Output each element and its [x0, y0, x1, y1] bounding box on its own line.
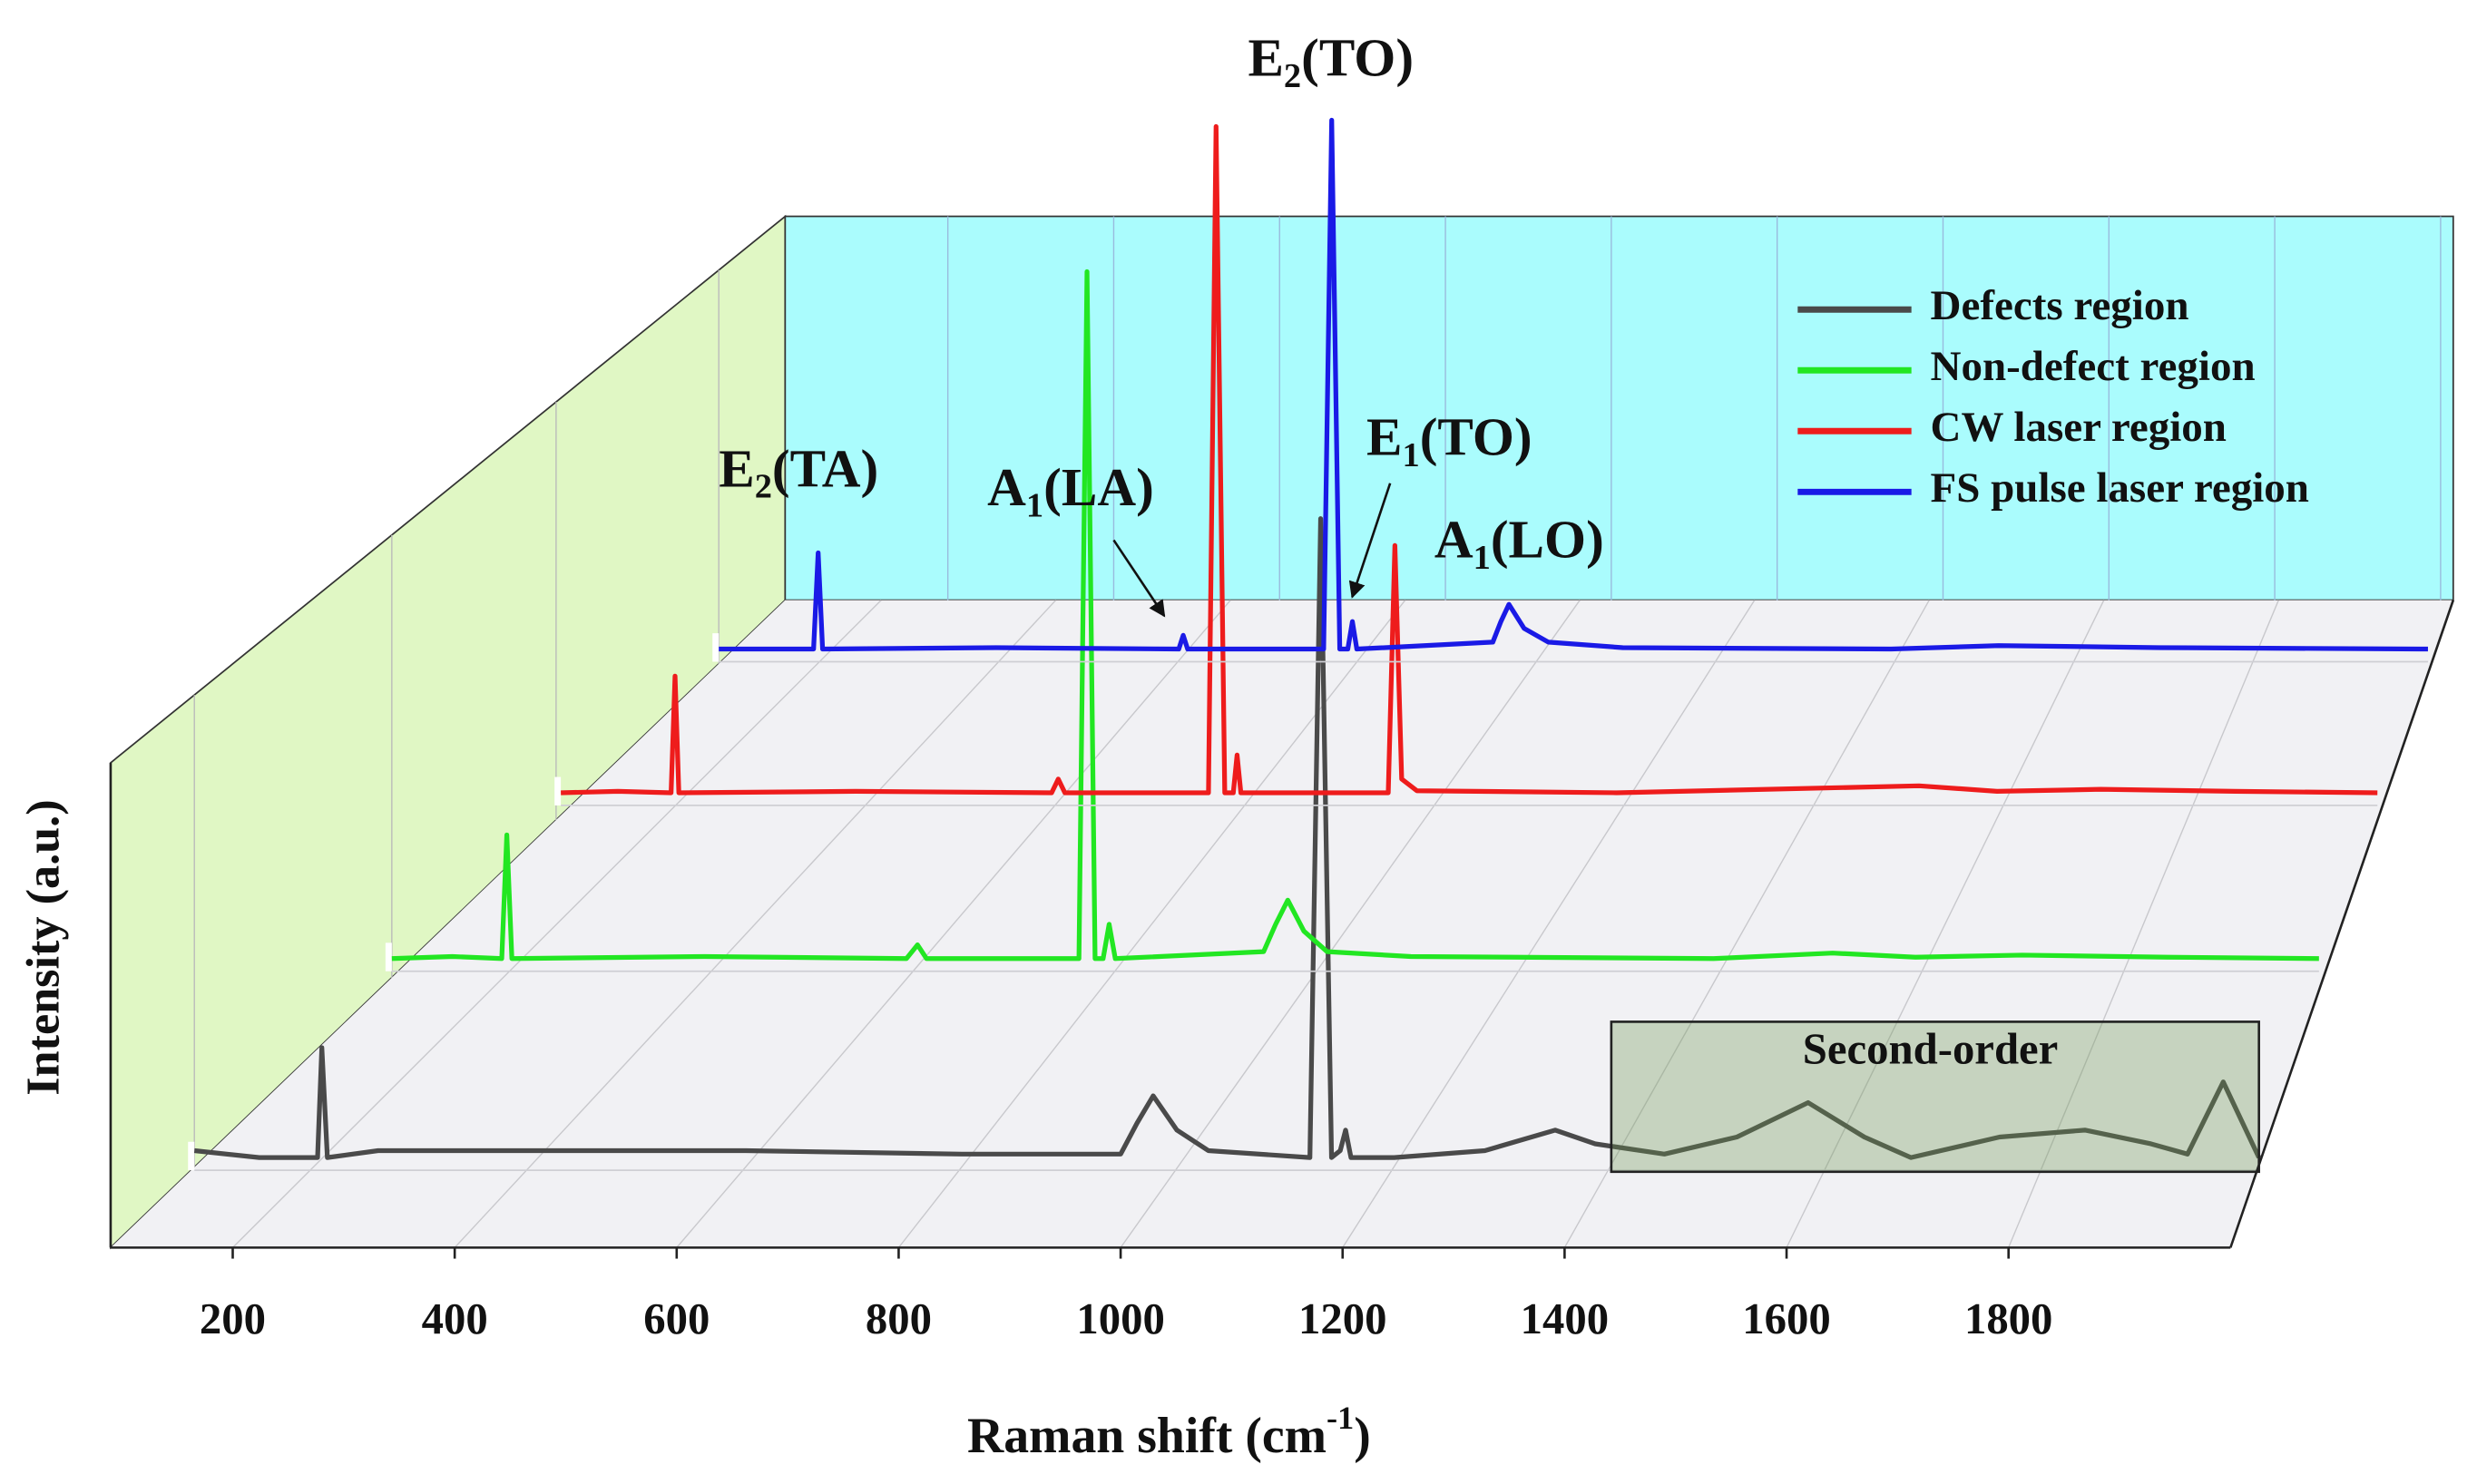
- grid-line: [1563, 600, 1930, 1248]
- second-order-box: [1610, 1020, 2260, 1174]
- text-part: E: [1366, 406, 1402, 466]
- grid-line: [2008, 600, 2279, 1248]
- floor-edge: [2229, 600, 2455, 1248]
- x-tick-label: 200: [200, 1294, 266, 1343]
- x-tick-label: 1000: [1076, 1294, 1164, 1343]
- lane-ledge: [188, 1141, 195, 1171]
- text-part: A: [1434, 509, 1473, 569]
- peak-label: E2(TA): [719, 438, 878, 506]
- text-part: Raman shift (cm: [967, 1408, 1327, 1464]
- text-part: (TO): [1420, 406, 1532, 466]
- back-wall: [784, 215, 2454, 601]
- grid-line: [1786, 600, 2105, 1248]
- x-tick-label: 1600: [1742, 1294, 1830, 1343]
- lane-ledge: [712, 633, 720, 662]
- x-axis-label: Raman shift (cm-1): [967, 1400, 1371, 1463]
- text-part: 1: [1026, 486, 1043, 524]
- x-tick-label: 1400: [1521, 1294, 1609, 1343]
- spectrum: [719, 117, 2428, 652]
- x-tick-label: 600: [643, 1294, 710, 1343]
- legend-label: CW laser region: [1931, 404, 2227, 451]
- box-label: Second-order: [1803, 1024, 2059, 1073]
- peak-label: E2(TO): [1248, 27, 1414, 95]
- arrow: [1348, 483, 1392, 599]
- grid-line: [454, 600, 1057, 1248]
- text-part: 1: [1403, 436, 1420, 474]
- grid-line: [1342, 600, 1756, 1248]
- spectrum: [391, 268, 2319, 962]
- text-part: 2: [1284, 57, 1301, 95]
- x-tick-label: 1800: [1964, 1294, 2052, 1343]
- peak-label: E1(TO): [1366, 406, 1532, 474]
- grid-line: [232, 600, 882, 1248]
- text-part: E: [719, 438, 754, 498]
- spectra: [188, 117, 2428, 1171]
- text-part: (LA): [1043, 457, 1154, 517]
- legend-label: Non-defect region: [1931, 343, 2256, 390]
- text-part: 2: [755, 468, 772, 506]
- lane-ledge: [554, 776, 562, 805]
- text-part: (LO): [1491, 509, 1604, 569]
- spectrum: [561, 123, 2378, 796]
- x-tick-label: 1200: [1298, 1294, 1386, 1343]
- legend-label: Defects region: [1931, 282, 2189, 329]
- peak-label: A1(LA): [987, 457, 1154, 525]
- grid-line: [897, 600, 1406, 1248]
- x-tick-label: 800: [866, 1294, 932, 1343]
- text-part: -1: [1327, 1400, 1354, 1436]
- floor: [110, 600, 2453, 1248]
- text-part: E: [1248, 27, 1283, 87]
- grid-line: [676, 600, 1231, 1248]
- text-part: (TA): [772, 438, 878, 498]
- text-part: 1: [1473, 539, 1491, 577]
- x-tick-label: 400: [422, 1294, 488, 1343]
- legend-label: FS pulse laser region: [1931, 464, 2309, 512]
- text-part: ): [1354, 1408, 1371, 1464]
- grid: [193, 216, 2442, 1248]
- spectrum: [193, 516, 2262, 1160]
- peak-label: A1(LO): [1434, 509, 1604, 577]
- lane-ledge: [385, 942, 392, 971]
- arrow: [1112, 539, 1166, 618]
- text-part: (TO): [1301, 27, 1414, 87]
- grid-line: [1120, 600, 1581, 1248]
- y-axis-label: Intensity (a.u.): [16, 799, 69, 1095]
- text-part: A: [987, 457, 1026, 517]
